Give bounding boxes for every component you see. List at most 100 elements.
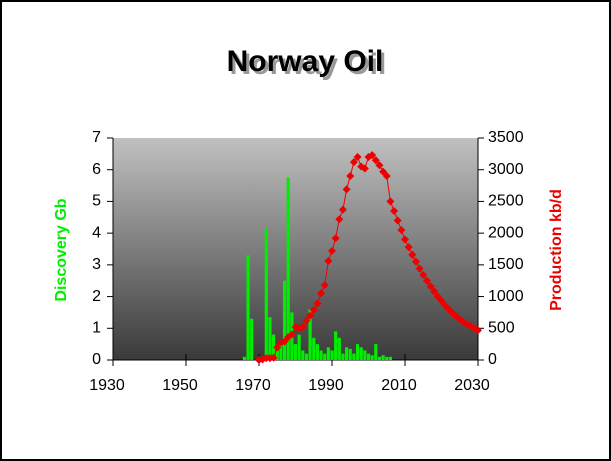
bar — [388, 356, 392, 360]
marker — [342, 185, 351, 194]
x-tick-label: 1950 — [162, 377, 198, 394]
marker — [401, 235, 409, 244]
marker — [411, 257, 420, 266]
marker — [287, 330, 296, 339]
marker — [408, 250, 417, 259]
x-tick-label: 2010 — [381, 377, 417, 394]
marker — [415, 264, 424, 273]
y-tick-label: 3 — [92, 256, 101, 273]
x-tick-label: 2030 — [454, 377, 490, 394]
marker — [393, 216, 402, 225]
plot-area — [113, 138, 478, 360]
marker — [335, 215, 344, 224]
bar — [250, 318, 254, 360]
y-tick-label: 2 — [92, 288, 101, 305]
bar — [330, 350, 334, 360]
x-tick-label: 1990 — [308, 377, 344, 394]
y2-tick-label: 1000 — [488, 288, 524, 305]
x-tick-label: 1930 — [89, 377, 125, 394]
marker — [317, 289, 326, 298]
bar — [348, 348, 352, 360]
marker — [433, 292, 442, 301]
bar — [352, 353, 356, 360]
bar — [264, 228, 268, 360]
y-tick-label: 4 — [92, 224, 101, 241]
y2-axis-label: Production kb/d — [548, 189, 565, 311]
bar — [301, 350, 305, 360]
bar — [275, 350, 279, 360]
marker — [419, 271, 428, 280]
bar — [337, 337, 341, 360]
marker — [379, 167, 388, 176]
bar — [363, 350, 367, 360]
bar — [370, 355, 374, 360]
marker — [426, 282, 435, 291]
y2-tick-label: 3500 — [488, 129, 524, 146]
marker — [309, 305, 318, 314]
y-tick-label: 5 — [92, 193, 101, 210]
bar — [334, 331, 338, 360]
bar — [326, 347, 330, 360]
marker — [273, 343, 282, 352]
marker — [375, 161, 384, 170]
chart-title: Norway Oil — [227, 45, 384, 78]
bar — [377, 356, 382, 360]
marker — [328, 246, 336, 255]
marker — [474, 326, 482, 335]
bar — [355, 344, 360, 360]
marker — [302, 316, 311, 325]
title-shadow: Norway Oil — [230, 48, 387, 81]
bar — [341, 353, 345, 360]
bar — [366, 353, 371, 360]
bar — [323, 353, 327, 360]
marker — [397, 225, 406, 234]
marker — [298, 323, 307, 332]
marker — [368, 151, 377, 160]
marker — [280, 337, 289, 346]
bar — [312, 337, 316, 360]
marker — [390, 206, 399, 215]
y-tick-label: 1 — [92, 320, 101, 337]
marker — [313, 299, 322, 308]
bar — [279, 344, 283, 360]
y2-tick-label: 3000 — [488, 161, 524, 178]
marker — [269, 353, 278, 362]
bar — [293, 344, 298, 360]
marker — [430, 287, 439, 296]
bar — [374, 344, 378, 360]
x-tick-label: 1970 — [235, 377, 271, 394]
marker — [382, 172, 391, 181]
marker — [320, 281, 329, 290]
bar — [268, 317, 272, 360]
y2-tick-label: 0 — [488, 351, 497, 368]
y2-tick-label: 500 — [488, 320, 515, 337]
marker — [331, 234, 340, 243]
y-tick-label: 6 — [92, 161, 101, 178]
marker — [360, 164, 369, 173]
bar — [381, 355, 385, 360]
marker — [338, 205, 347, 214]
y2-tick-label: 1500 — [488, 256, 524, 273]
y2-tick-label: 2500 — [488, 193, 524, 210]
y-tick-label: 0 — [92, 351, 101, 368]
marker — [422, 276, 431, 285]
y2-tick-label: 2000 — [488, 224, 524, 241]
bar — [304, 353, 309, 360]
y-axis-label: Discovery Gb — [53, 198, 70, 301]
bar — [286, 177, 290, 360]
bar — [315, 344, 319, 360]
marker — [306, 311, 315, 320]
bar — [282, 280, 287, 360]
bar — [297, 334, 301, 360]
bar — [385, 356, 389, 360]
y-tick-label: 7 — [92, 129, 101, 146]
marker — [353, 153, 362, 162]
marker — [346, 172, 355, 181]
marker — [371, 156, 380, 165]
marker — [437, 297, 446, 306]
bar — [308, 309, 312, 360]
marker — [404, 243, 413, 252]
marker — [386, 197, 395, 206]
marker — [324, 257, 333, 266]
